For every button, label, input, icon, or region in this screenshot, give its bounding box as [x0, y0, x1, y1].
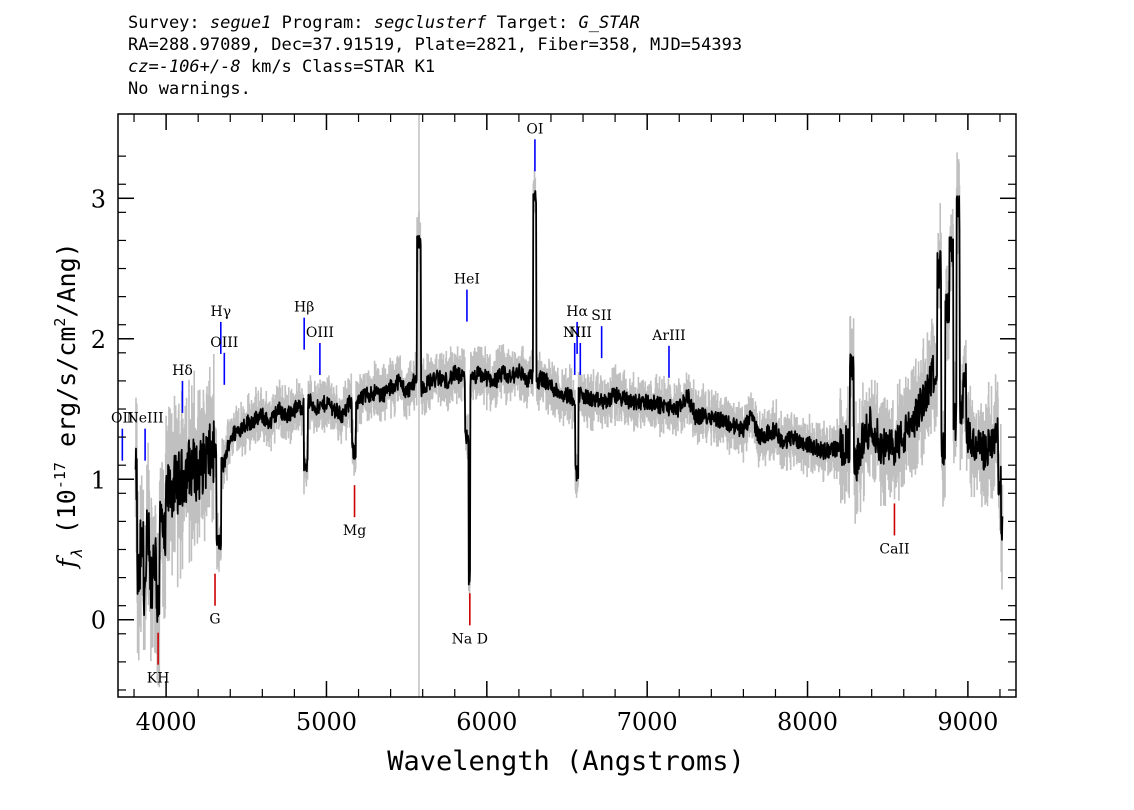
x-tick-label: 8000 — [777, 708, 838, 736]
line-label: OI — [526, 121, 543, 137]
flux-series — [134, 190, 1004, 623]
line-label: Na D — [452, 631, 488, 647]
line-label: OIII — [306, 325, 334, 341]
target-name: G_STAR — [578, 13, 640, 33]
line-label: CaII — [879, 541, 909, 557]
header-line-survey: Survey: segue1 Program: segclusterf Targ… — [128, 13, 640, 33]
y-tick-label: 1 — [91, 466, 106, 494]
y-axis-label: fλ (10-17 erg/s/cm2/Ang) — [51, 242, 86, 569]
line-label: SII — [591, 308, 612, 324]
line-label: OIII — [210, 335, 238, 351]
header-line-redshift: cz=-106+/-8 km/s Class=STAR K1 — [128, 57, 436, 77]
line-label: Mg — [343, 523, 366, 539]
header-line-coordinates: RA=288.97089, Dec=37.91519, Plate=2821, … — [128, 35, 743, 55]
line-label: NeIII — [127, 411, 164, 427]
x-tick-label: 4000 — [136, 708, 197, 736]
x-tick-label: 9000 — [937, 708, 998, 736]
y-tick-label: 0 — [91, 607, 106, 635]
line-label: OII — [111, 411, 134, 427]
x-axis-label: Wavelength (Angstroms) — [387, 746, 745, 777]
x-tick-label: 5000 — [296, 708, 357, 736]
x-tick-label: 6000 — [456, 708, 517, 736]
line-label: HeI — [454, 272, 480, 288]
line-label: Hγ — [210, 304, 231, 320]
line-label: NII — [569, 325, 592, 341]
header-line-warnings: No warnings. — [128, 79, 251, 99]
line-label: ArIII — [651, 328, 685, 344]
spectrum-header: Survey: segue1 Program: segclusterf Targ… — [128, 12, 742, 100]
flux-line — [134, 190, 1004, 623]
line-label: G — [209, 612, 220, 628]
plot-frame — [117, 113, 1017, 698]
line-label: Hδ — [172, 363, 193, 379]
line-label: Hα — [566, 304, 588, 320]
x-tick-label: 7000 — [617, 708, 678, 736]
spectral-line-markers: OIINeIIIHδHγOIIIHβOIIIHeIOINIIHαNIISIIAr… — [111, 121, 909, 686]
axis-ticks: 4000 5000 6000 7000 8000 9000 0 1 2 3 — [91, 114, 1016, 736]
program-name: segclusterf — [373, 13, 487, 33]
line-label: Hβ — [294, 300, 314, 316]
y-tick-label: 3 — [91, 185, 106, 213]
line-label: KH — [147, 671, 170, 687]
y-tick-label: 2 — [91, 326, 106, 354]
survey-name: segue1 — [209, 13, 272, 33]
redshift-value: cz=-106+/-8 — [128, 57, 241, 77]
line-label: NII — [563, 325, 586, 341]
